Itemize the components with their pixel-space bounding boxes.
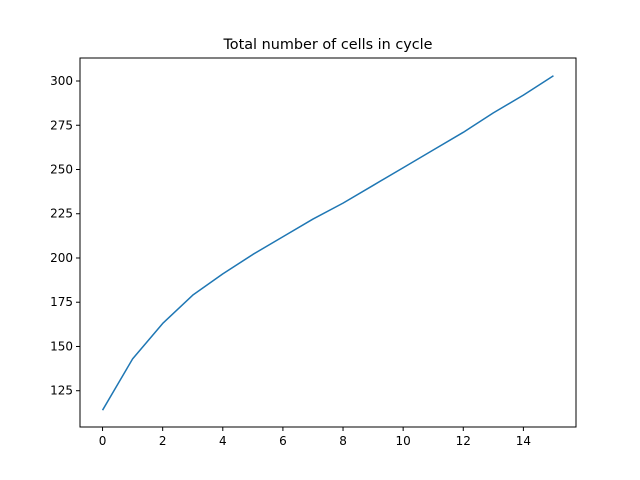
- plot-area: [101, 75, 554, 411]
- y-tick-label: 300: [50, 74, 73, 88]
- y-tick-label: 125: [50, 384, 73, 398]
- series-line: [101, 75, 554, 411]
- x-tick-label: 8: [339, 434, 347, 448]
- y-tick-label: 275: [50, 118, 73, 132]
- y-tick-label: 250: [50, 162, 73, 176]
- chart-title: Total number of cells in cycle: [222, 37, 432, 53]
- x-axis: 0 2 4 6 8 10 12 14: [99, 427, 531, 448]
- x-tick-label: 12: [456, 434, 471, 448]
- y-tick-label: 200: [50, 251, 73, 265]
- axes-frame: [79, 57, 577, 428]
- x-tick-label: 6: [279, 434, 287, 448]
- x-tick-label: 10: [396, 434, 411, 448]
- x-tick-label: 4: [219, 434, 227, 448]
- y-tick-label: 150: [50, 339, 73, 353]
- y-tick-label: 175: [50, 295, 73, 309]
- x-tick-label: 2: [159, 434, 167, 448]
- y-tick-label: 225: [50, 207, 73, 221]
- y-axis: 125 150 175 200 225 250 275 300: [50, 74, 80, 398]
- x-tick-label: 14: [516, 434, 531, 448]
- x-tick-label: 0: [99, 434, 107, 448]
